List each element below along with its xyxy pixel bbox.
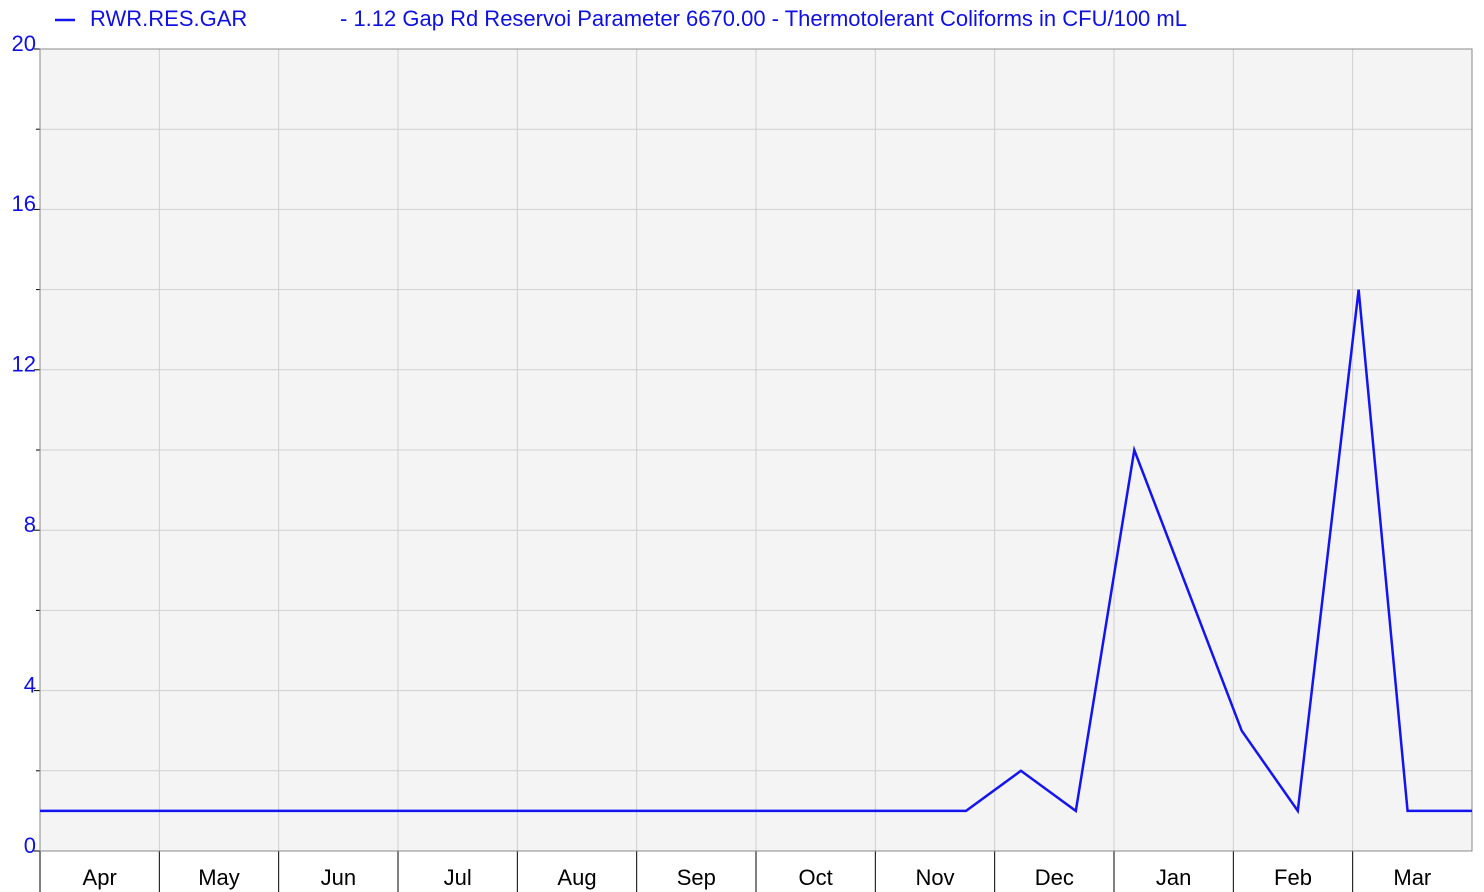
y-tick-label: 16 (12, 191, 36, 216)
y-tick-label: 20 (12, 31, 36, 56)
x-tick-label: Apr (83, 865, 117, 890)
x-tick-label: May (198, 865, 240, 890)
data-line (40, 289, 1472, 815)
x-tick-label: Jul (444, 865, 472, 890)
y-tick-label: 4 (24, 672, 36, 697)
chart-title: - 1.12 Gap Rd Reservoi Parameter 6670.00… (340, 6, 1187, 31)
x-tick-label: Dec (1035, 865, 1074, 890)
x-tick-label: Nov (915, 865, 954, 890)
x-tick-label: Mar (1393, 865, 1431, 890)
x-tick-label: Aug (557, 865, 596, 890)
y-tick-label: 8 (24, 512, 36, 537)
x-tick-label: Sep (677, 865, 716, 890)
y-tick-label: 0 (24, 833, 36, 858)
y-tick-label: 12 (12, 352, 36, 377)
x-tick-label: Oct (799, 865, 833, 890)
x-tick-label: Jun (321, 865, 356, 890)
x-tick-label: Jan (1156, 865, 1191, 890)
legend-label: RWR.RES.GAR (90, 6, 247, 31)
x-tick-label: Feb (1274, 865, 1312, 890)
plot-border (39, 48, 1473, 852)
